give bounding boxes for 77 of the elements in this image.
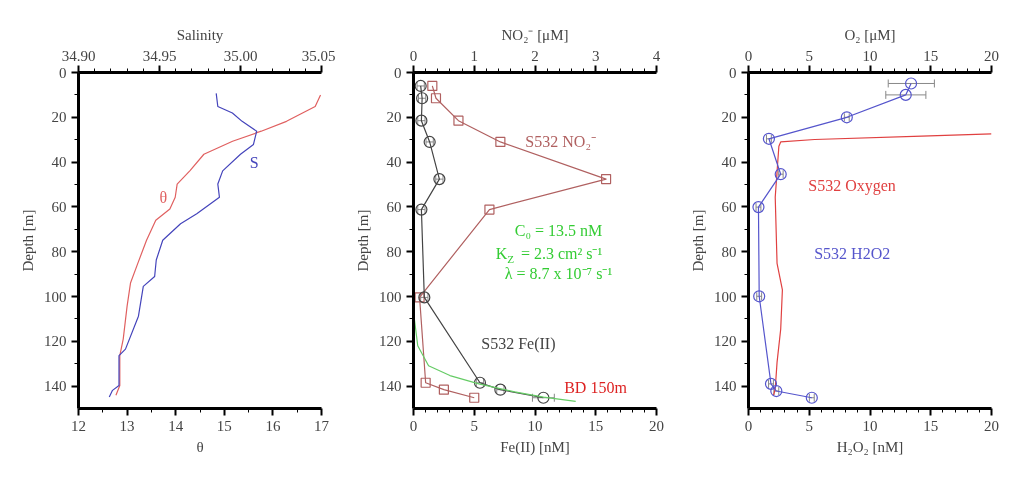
y-tick-label: 120 (714, 333, 737, 350)
x-tick-label: 16 (265, 417, 281, 434)
line-series (115, 94, 322, 396)
y-tick-label: 60 (386, 198, 402, 215)
y-tick-label: 80 (51, 243, 67, 260)
y-tick-label: 60 (721, 198, 737, 215)
y-tick-label: 20 (386, 109, 402, 126)
series-label: S532 Oxygen (808, 176, 896, 195)
annotation: λ = 8.7 x 10⁻⁷ s⁻¹ (504, 265, 613, 282)
x-tick-label: 10 (527, 417, 543, 434)
x-tick-label: 5 (470, 417, 478, 434)
x-tick-label: 5 (805, 417, 813, 434)
y-axis-title: Depth [m] (355, 209, 371, 272)
x2-tick-label: 15 (923, 47, 939, 64)
x-tick-label: 15 (923, 417, 939, 434)
y-tick-label: 100 (714, 288, 737, 305)
y-tick-label: 40 (51, 154, 67, 171)
y-tick-label: 0 (729, 64, 737, 81)
y-tick-label: 60 (51, 198, 67, 215)
x2-tick-label: 35.00 (223, 47, 258, 64)
x-tick-label: 12 (71, 417, 86, 434)
x2-tick-label: 34.90 (61, 47, 96, 64)
series-label: S532 Fe(II) (481, 334, 556, 353)
x2-tick-label: 0 (744, 47, 753, 64)
x2-tick-label: 10 (862, 47, 878, 64)
x2-tick-label: 34.95 (142, 47, 177, 64)
point (904, 77, 918, 90)
x2-tick-label: 3 (592, 47, 600, 64)
x2-axis-title: O₂ [μM] (844, 26, 896, 43)
y-tick-label: 0 (394, 64, 402, 81)
y-tick-label: 120 (44, 333, 67, 350)
x2-tick-label: 2 (531, 47, 539, 64)
x-tick-label: 15 (588, 417, 604, 434)
x-tick-label: 15 (216, 417, 232, 434)
series-label: S532 NO₂⁻ (525, 133, 596, 151)
y-tick-label: 40 (721, 154, 737, 171)
x2-tick-label: 20 (984, 47, 999, 64)
x-tick-label: 20 (649, 417, 664, 434)
x2-tick-label: 4 (652, 47, 661, 64)
series-label: S (249, 154, 259, 172)
y-tick-label: 20 (721, 109, 737, 126)
series-label: θ (159, 188, 168, 206)
x-tick-label: 13 (119, 417, 135, 434)
x2-axis-title: NO₂⁻ [μM] (501, 26, 569, 43)
x-axis-title: Fe(II) [nM] (500, 438, 570, 456)
x-axis-title: θ (196, 438, 204, 455)
y-axis-title: Depth [m] (690, 209, 706, 272)
x-tick-label: 17 (314, 417, 330, 434)
point (762, 132, 776, 145)
y-tick-label: 40 (386, 154, 402, 171)
x2-tick-label: 0 (409, 47, 418, 64)
y-tick-label: 140 (379, 378, 402, 395)
x-tick-label: 20 (984, 417, 999, 434)
x2-tick-label: 1 (470, 47, 478, 64)
y-tick-label: 80 (386, 243, 402, 260)
y-tick-label: 100 (379, 288, 402, 305)
x2-tick-label: 5 (805, 47, 813, 64)
y-tick-label: 20 (51, 109, 67, 126)
y-tick-label: 140 (44, 378, 67, 395)
point (899, 88, 912, 101)
text: S532 H2O2 (814, 244, 891, 262)
x-tick-label: 14 (168, 417, 184, 434)
x2-axis-title: Salinity (176, 26, 224, 43)
annotation: BD 150m (564, 379, 628, 396)
x-tick-label: 0 (744, 417, 753, 434)
y-tick-label: 140 (714, 378, 737, 395)
x-tick-label: 0 (409, 417, 418, 434)
y-tick-label: 100 (44, 288, 67, 305)
y-tick-label: 0 (59, 64, 67, 81)
point (537, 391, 550, 404)
y-axis-title: Depth [m] (20, 209, 36, 272)
y-tick-label: 80 (721, 243, 737, 260)
y-tick-label: 120 (379, 333, 402, 350)
x-tick-label: 10 (862, 417, 878, 434)
x2-tick-label: 35.05 (301, 47, 336, 64)
annotation: C₀ = 13.5 nM (514, 222, 603, 239)
x-axis-title: H₂O₂ [nM] (836, 438, 904, 455)
